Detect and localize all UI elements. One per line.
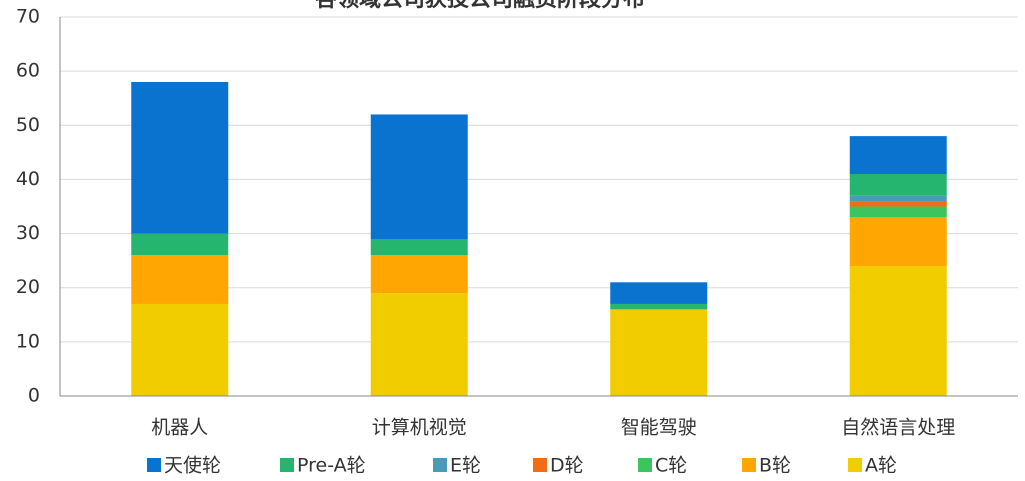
legend-swatch <box>433 458 447 472</box>
legend-label: Pre-A轮 <box>297 455 366 477</box>
bar-segment <box>849 201 947 207</box>
y-tick-label: 60 <box>16 60 40 82</box>
bar-segment <box>610 309 708 396</box>
bar-segment <box>849 266 947 396</box>
legend-label: C轮 <box>655 455 687 477</box>
legend-swatch <box>638 458 652 472</box>
x-tick-label: 自然语言处理 <box>841 417 955 439</box>
bar-segment <box>370 114 468 239</box>
legend-label: B轮 <box>759 455 791 477</box>
bar-segment <box>610 303 708 310</box>
y-tick-label: 0 <box>28 385 40 407</box>
bar-segment <box>849 206 947 218</box>
legend-label: 天使轮 <box>164 455 221 477</box>
y-tick-label: 70 <box>16 6 40 28</box>
legend-label: E轮 <box>450 455 481 477</box>
bar-segment <box>370 293 468 396</box>
bar-segment <box>849 217 947 267</box>
x-tick-label: 智能驾驶 <box>621 417 697 439</box>
legend-swatch <box>533 458 547 472</box>
bar-segment <box>370 255 468 294</box>
x-tick-label: 机器人 <box>151 417 208 439</box>
bar-segment <box>610 282 708 304</box>
y-tick-label: 40 <box>16 168 40 190</box>
bar-segment <box>131 233 229 256</box>
bar-segment <box>849 174 947 196</box>
chart-title: 各领域公司获投公司融资阶段分布 <box>314 0 645 12</box>
bar-segment <box>131 255 229 304</box>
legend-swatch <box>147 458 161 472</box>
y-tick-label: 30 <box>16 222 40 244</box>
bar-segment <box>131 303 229 396</box>
y-tick-label: 20 <box>16 276 40 298</box>
bar-segment <box>849 195 947 202</box>
y-tick-label: 50 <box>16 114 40 136</box>
legend-label: D轮 <box>550 455 584 477</box>
legend-label: A轮 <box>865 455 897 477</box>
y-tick-label: 10 <box>16 330 40 352</box>
legend-swatch <box>742 458 756 472</box>
legend-swatch <box>280 458 294 472</box>
bar-segment <box>131 81 229 234</box>
bar-segment <box>849 136 947 175</box>
bar-segment <box>370 238 468 256</box>
legend-swatch <box>848 458 862 472</box>
x-tick-label: 计算机视觉 <box>372 417 467 439</box>
